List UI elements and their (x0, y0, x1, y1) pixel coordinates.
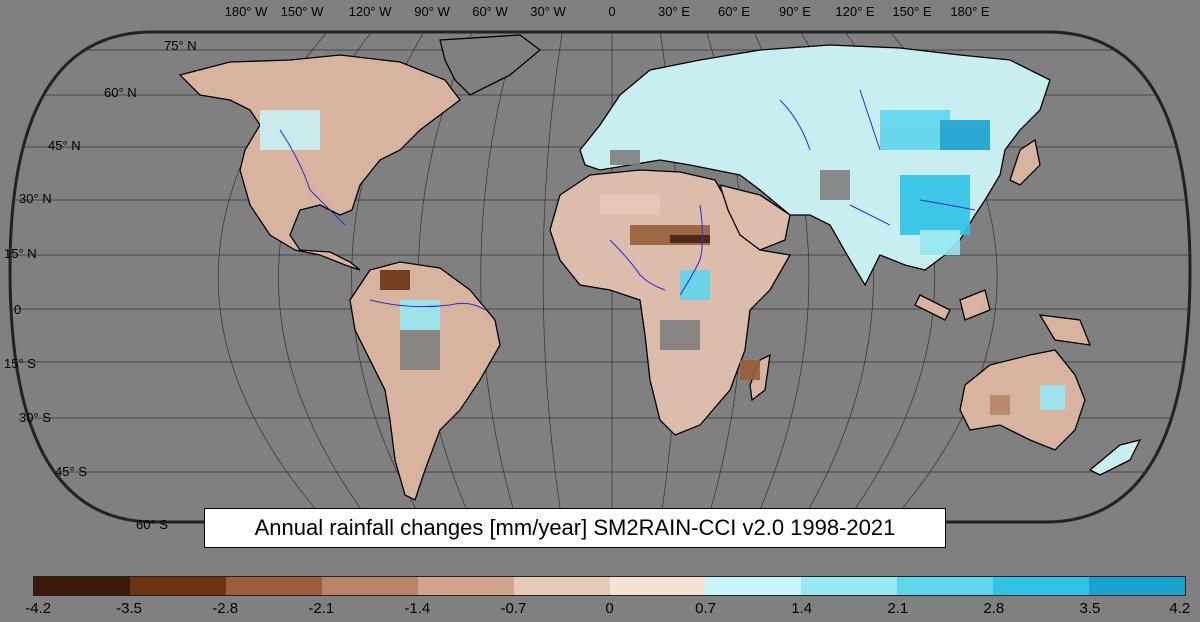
longitude-label: 60° E (718, 4, 750, 19)
colorbar-tick-label: -4.2 (25, 600, 52, 617)
longitude-label: 30° E (658, 4, 690, 19)
latitude-label: 15° N (4, 246, 37, 261)
colorbar-tick-label: 2.8 (983, 600, 1005, 617)
colorbar-tick-label: -2.8 (212, 600, 239, 617)
new-zealand (1088, 439, 1142, 476)
arabia (719, 184, 791, 251)
colorbar-tick-label: 0 (605, 600, 614, 617)
north-america (178, 54, 461, 271)
longitude-labels: 180° W 150° W 120° W 90° W 60° W 30° W 0 30° E 6… (225, 4, 990, 19)
longitude-label: 60° W (472, 4, 508, 19)
colorbar-segment (513, 577, 610, 595)
latitude-label: 0 (14, 302, 21, 317)
colorbar-tick-label: -2.1 (308, 600, 335, 617)
australia (959, 349, 1086, 451)
colorbar-segment (609, 577, 706, 595)
longitude-label: 30° W (530, 4, 566, 19)
colorbar-tick-label: -0.7 (500, 600, 527, 617)
latitude-label: 30° N (19, 191, 52, 206)
colorbar-segment (897, 577, 994, 595)
map-title-box: Annual rainfall changes [mm/year] SM2RAI… (204, 508, 946, 548)
colorbar-tick-label: -1.4 (404, 600, 431, 617)
colorbar-segment (1089, 577, 1186, 595)
greenland (439, 34, 542, 96)
latitude-label: 45° S (55, 464, 87, 479)
longitude-label: 180° W (225, 4, 269, 19)
meridian-line (480, 32, 519, 522)
colorbar-segment (801, 577, 898, 595)
longitude-label: 90° W (414, 4, 450, 19)
latitude-labels: 75° N 60° N 45° N 30° N 15° N 0 15° S 30° S 45° … (4, 38, 197, 532)
map-title: Annual rainfall changes [mm/year] SM2RAI… (254, 515, 896, 540)
indonesia (914, 289, 1092, 346)
latitude-label: 30° S (19, 410, 51, 425)
longitude-label: 90° E (779, 4, 811, 19)
rivers (279, 89, 976, 311)
japan (1009, 138, 1041, 186)
colorbar-tick-label: 2.1 (887, 600, 909, 617)
rainfall-change-patches (260, 110, 1065, 415)
longitude-label: 120° E (835, 4, 875, 19)
colorbar-segment (34, 577, 130, 595)
colorbar-segment (129, 577, 226, 595)
south-america (349, 261, 501, 501)
colorbar-segment (993, 577, 1090, 595)
latitude-label: 60° N (104, 85, 137, 100)
colorbar-segment (321, 577, 418, 595)
latitude-label: 60° S (136, 517, 168, 532)
longitude-label: 0 (608, 4, 615, 19)
longitude-label: 150° E (892, 4, 932, 19)
colorbar-tick-label: 0.7 (695, 600, 717, 617)
colorbar-tick-label: 3.5 (1079, 600, 1101, 617)
meridian-line (542, 32, 563, 522)
colorbar-tick-label: 1.4 (791, 600, 813, 617)
latitude-label: 45° N (48, 138, 81, 153)
colorbar-tick-label: -3.5 (116, 600, 143, 617)
latitude-label: 75° N (164, 38, 197, 53)
colorbar (33, 576, 1186, 596)
longitude-label: 180° E (950, 4, 990, 19)
colorbar-segment (225, 577, 322, 595)
africa (549, 169, 792, 436)
longitude-label: 150° W (281, 4, 325, 19)
latitude-label: 15° S (4, 356, 36, 371)
colorbar-segment (417, 577, 514, 595)
longitude-label: 120° W (349, 4, 393, 19)
colorbar-segment (705, 577, 802, 595)
colorbar-tick-label: 4.2 (1169, 600, 1191, 617)
